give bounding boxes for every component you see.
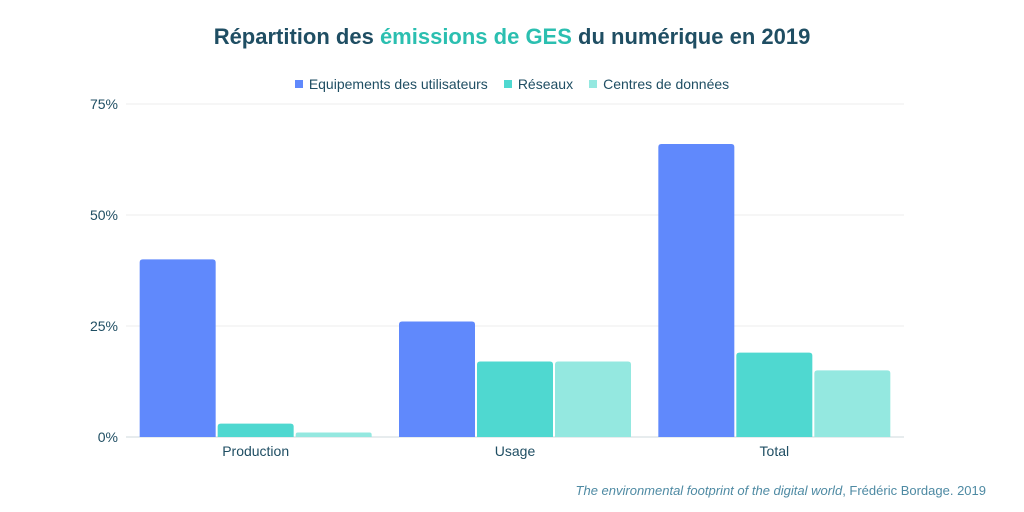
bar-production-series-2 (217, 423, 294, 437)
legend-swatch (589, 80, 598, 88)
title-part-1: Répartition des (213, 24, 380, 49)
legend-label: Centres de données (603, 76, 730, 92)
source-citation: The environmental footprint of the digit… (576, 483, 986, 498)
chart-title: Répartition des émissions de GES du numé… (0, 24, 1024, 50)
y-tick-label: 75% (90, 96, 118, 112)
legend-item: Réseaux (503, 76, 574, 92)
x-tick-label: Total (760, 443, 790, 459)
source-author: , Frédéric Bordage. 2019 (842, 483, 986, 498)
y-tick-label: 25% (90, 318, 118, 334)
y-tick-label: 0% (98, 429, 118, 445)
x-tick-label: Production (222, 443, 289, 459)
legend-item: Equipements des utilisateurs (294, 76, 488, 92)
legend-label: Réseaux (517, 76, 574, 92)
legend-swatch (294, 80, 303, 88)
legend-label: Equipements des utilisateurs (308, 76, 488, 92)
legend-item: Centres de données (589, 76, 729, 92)
bar-usage-series-2 (477, 361, 553, 437)
bar-total-series-3 (814, 370, 891, 437)
bar-total-series-2 (736, 352, 813, 437)
legend-swatch (503, 80, 512, 88)
y-tick-label: 50% (90, 207, 118, 223)
x-tick-label: Usage (495, 443, 536, 459)
bar-total-series-1 (658, 143, 735, 437)
bar-production-series-1 (139, 259, 216, 437)
title-highlight: émissions de GES (379, 24, 572, 49)
bar-usage-series-1 (399, 321, 475, 437)
chart-legend: Equipements des utilisateurs Réseaux Centr… (0, 76, 1024, 92)
title-part-2: du numérique en 2019 (571, 24, 811, 49)
source-title: The environmental footprint of the digit… (575, 483, 843, 498)
bar-production-series-3 (295, 432, 372, 437)
bar-usage-series-3 (555, 361, 631, 437)
